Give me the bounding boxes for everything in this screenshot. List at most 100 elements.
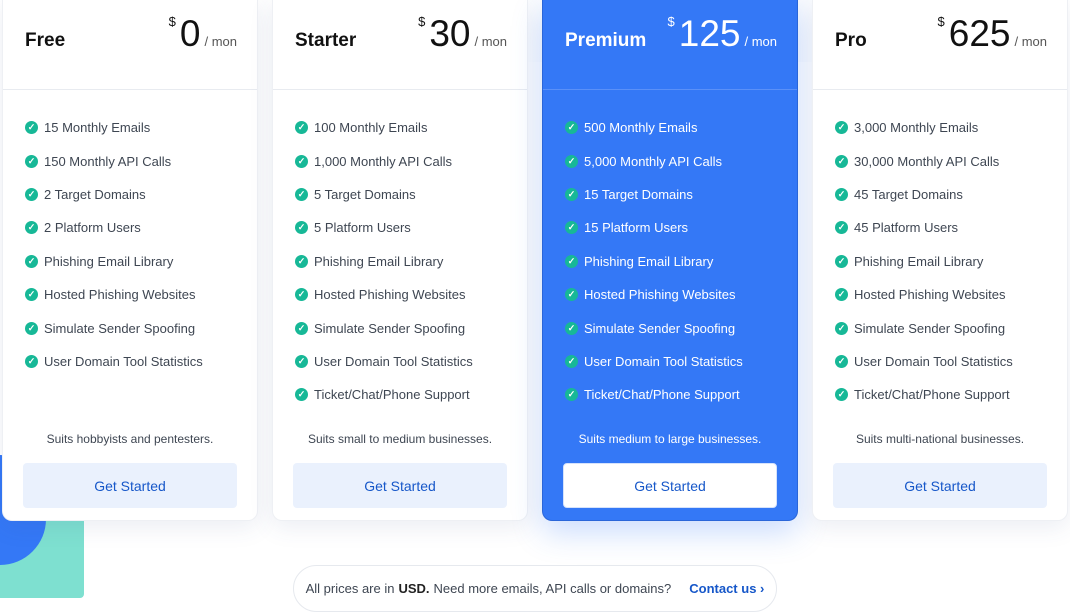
check-icon: ✓ xyxy=(295,321,308,335)
plan-price: $125/ mon xyxy=(668,14,777,54)
check-icon: ✓ xyxy=(295,154,308,168)
plan-tagline: Suits hobbyists and pentesters. xyxy=(46,432,214,446)
plan-card-premium: Premium $125/ mon ✓ 500 Monthly Emails ✓ 5,… xyxy=(542,0,798,521)
check-icon: ✓ xyxy=(295,354,308,368)
feature-list: ✓ 15 Monthly Emails ✓ 150 Monthly API Calls… xyxy=(25,111,203,378)
price-amount: 625 xyxy=(948,13,1011,54)
feature-list: ✓ 3,000 Monthly Emails ✓ 30,000 Monthly API… xyxy=(835,111,1013,412)
feature-item: ✓ 45 Platform Users xyxy=(835,211,1013,244)
plan-card-pro: Pro $625/ mon ✓ 3,000 Monthly Emails ✓ 30,0… xyxy=(812,0,1068,521)
feature-item: ✓ Ticket/Chat/Phone Support xyxy=(295,378,473,411)
feature-list: ✓ 100 Monthly Emails ✓ 1,000 Monthly API Ca… xyxy=(295,111,473,412)
check-icon: ✓ xyxy=(835,221,848,235)
check-icon: ✓ xyxy=(565,121,578,135)
feature-item: ✓ Simulate Sender Spoofing xyxy=(25,311,203,344)
get-started-button[interactable]: Get Started xyxy=(833,463,1047,508)
plan-card-free: Free $0/ mon ✓ 15 Monthly Emails ✓ 150 Mont… xyxy=(2,0,258,521)
check-icon: ✓ xyxy=(835,121,848,135)
get-started-button[interactable]: Get Started xyxy=(23,463,237,508)
check-icon: ✓ xyxy=(25,321,38,335)
feature-item: ✓ Hosted Phishing Websites xyxy=(835,278,1013,311)
feature-item: ✓ Simulate Sender Spoofing xyxy=(295,311,473,344)
feature-item: ✓ 500 Monthly Emails xyxy=(565,111,743,144)
feature-label: Phishing Email Library xyxy=(584,253,714,269)
feature-item: ✓ 45 Target Domains xyxy=(835,178,1013,211)
feature-label: User Domain Tool Statistics xyxy=(854,353,1013,369)
feature-item: ✓ Phishing Email Library xyxy=(835,245,1013,278)
chevron-right-icon: › xyxy=(760,581,765,596)
check-icon: ✓ xyxy=(565,221,578,235)
feature-item: ✓ User Domain Tool Statistics xyxy=(25,345,203,378)
feature-label: 15 Platform Users xyxy=(584,220,689,236)
price-period: / mon xyxy=(474,34,507,49)
feature-label: 5,000 Monthly API Calls xyxy=(584,153,723,169)
feature-item: ✓ Ticket/Chat/Phone Support xyxy=(835,378,1013,411)
feature-item: ✓ Hosted Phishing Websites xyxy=(25,278,203,311)
plan-tagline: Suits small to medium businesses. xyxy=(307,432,493,446)
feature-label: User Domain Tool Statistics xyxy=(314,353,473,369)
plan-header: Starter $30/ mon xyxy=(273,0,527,90)
feature-item: ✓ Hosted Phishing Websites xyxy=(565,278,743,311)
check-icon: ✓ xyxy=(565,254,578,268)
price-period: / mon xyxy=(1014,34,1047,49)
check-icon: ✓ xyxy=(295,221,308,235)
plan-tagline: Suits multi-national businesses. xyxy=(855,432,1025,446)
contact-us-link[interactable]: Contact us › xyxy=(689,581,764,596)
feature-label: 100 Monthly Emails xyxy=(314,120,428,136)
check-icon: ✓ xyxy=(835,254,848,268)
feature-item: ✓ 150 Monthly API Calls xyxy=(25,144,203,177)
plan-price: $625/ mon xyxy=(938,14,1047,54)
feature-label: 2 Target Domains xyxy=(44,186,146,202)
feature-item: ✓ 3,000 Monthly Emails xyxy=(835,111,1013,144)
feature-label: Hosted Phishing Websites xyxy=(44,287,196,303)
feature-label: Simulate Sender Spoofing xyxy=(854,320,1006,336)
price-period: / mon xyxy=(204,34,237,49)
feature-item: ✓ 15 Monthly Emails xyxy=(25,111,203,144)
plan-name: Pro xyxy=(835,30,867,51)
check-icon: ✓ xyxy=(25,221,38,235)
price-period: / mon xyxy=(744,34,777,49)
check-icon: ✓ xyxy=(295,254,308,268)
feature-label: 3,000 Monthly Emails xyxy=(854,120,979,136)
feature-item: ✓ Phishing Email Library xyxy=(25,245,203,278)
feature-label: 15 Target Domains xyxy=(584,186,693,202)
note-prefix: All prices are in xyxy=(305,581,395,596)
check-icon: ✓ xyxy=(25,187,38,201)
feature-item: ✓ 5 Target Domains xyxy=(295,178,473,211)
feature-list: ✓ 500 Monthly Emails ✓ 5,000 Monthly API Ca… xyxy=(565,111,743,412)
feature-item: ✓ Simulate Sender Spoofing xyxy=(565,311,743,344)
feature-item: ✓ Hosted Phishing Websites xyxy=(295,278,473,311)
plan-name: Starter xyxy=(295,30,357,51)
check-icon: ✓ xyxy=(25,154,38,168)
check-icon: ✓ xyxy=(565,288,578,302)
check-icon: ✓ xyxy=(295,187,308,201)
plan-header: Pro $625/ mon xyxy=(813,0,1067,90)
feature-item: ✓ 15 Platform Users xyxy=(565,211,743,244)
pricing-note: All prices are in USD. Need more emails,… xyxy=(293,565,777,612)
feature-label: User Domain Tool Statistics xyxy=(584,353,743,369)
feature-label: Hosted Phishing Websites xyxy=(584,287,736,303)
get-started-button[interactable]: Get Started xyxy=(293,463,507,508)
feature-item: ✓ Ticket/Chat/Phone Support xyxy=(565,378,743,411)
check-icon: ✓ xyxy=(835,321,848,335)
plan-name: Premium xyxy=(565,30,647,51)
check-icon: ✓ xyxy=(25,288,38,302)
feature-item: ✓ 1,000 Monthly API Calls xyxy=(295,144,473,177)
feature-label: 1,000 Monthly API Calls xyxy=(314,153,453,169)
get-started-button[interactable]: Get Started xyxy=(563,463,777,508)
feature-label: Ticket/Chat/Phone Support xyxy=(584,387,740,403)
check-icon: ✓ xyxy=(25,121,38,135)
check-icon: ✓ xyxy=(565,321,578,335)
check-icon: ✓ xyxy=(565,388,578,402)
check-icon: ✓ xyxy=(835,154,848,168)
currency-symbol: $ xyxy=(168,14,176,29)
feature-item: ✓ 15 Target Domains xyxy=(565,178,743,211)
feature-label: Simulate Sender Spoofing xyxy=(44,320,196,336)
feature-item: ✓ 2 Target Domains xyxy=(25,178,203,211)
price-amount: 30 xyxy=(429,13,471,54)
plan-price: $30/ mon xyxy=(418,14,507,54)
feature-item: ✓ User Domain Tool Statistics xyxy=(565,345,743,378)
check-icon: ✓ xyxy=(295,288,308,302)
feature-label: 5 Platform Users xyxy=(314,220,411,236)
check-icon: ✓ xyxy=(25,254,38,268)
